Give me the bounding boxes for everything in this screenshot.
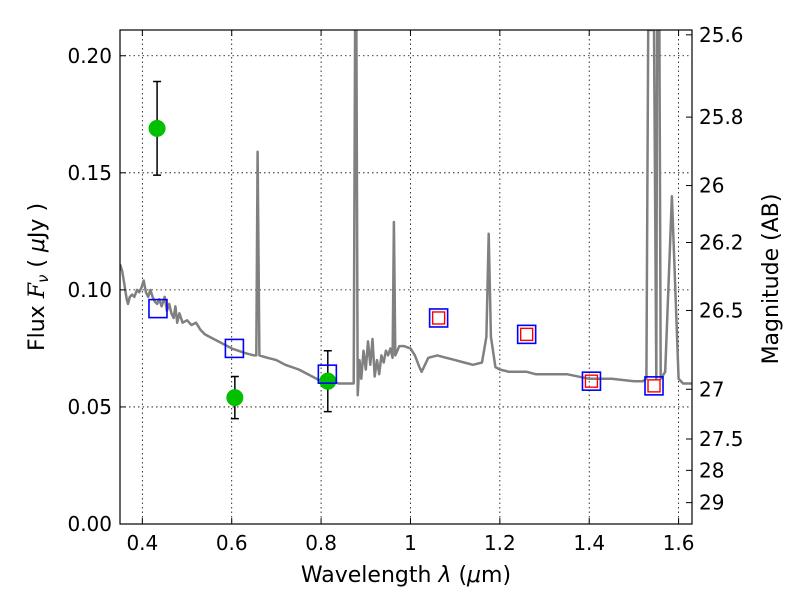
upper-limit-marker [647,379,661,393]
y-tick-label: 0.05 [67,395,112,419]
axes: 0.4 0.6 0.8 1 1.2 1.4 1.6 0.00 0.05 0.10 0.15 0.20 2… [67,23,743,555]
y2-tick-label: 26.2 [699,231,744,255]
y-tick-label: 0.00 [67,512,112,536]
data-area [120,30,692,420]
x-tick-label: 1.4 [573,531,605,555]
model-band-flux-marker [224,338,245,359]
y2-tick-label: 25.6 [699,23,744,47]
y-tick-label: 0.15 [67,161,112,185]
plot-frame [119,29,693,525]
y-tick-label: 0.20 [67,44,112,68]
y2-tick-label: 26 [699,174,724,198]
x-tick-label: 0.6 [216,531,248,555]
model-band-flux-marker [317,364,338,384]
y2-tick-label: 25.8 [699,105,744,129]
model-band-flux-marker [644,376,664,396]
y-tick-label: 0.10 [67,278,112,302]
x-tick-label: 0.4 [126,531,158,555]
y2-tick-label: 28 [699,458,724,482]
model-band-flux-marker [148,298,168,319]
upper-limit-marker [584,374,599,388]
x-tick-label: 1 [404,531,417,555]
y2-tick-label: 27 [699,377,724,401]
x-tick-label: 1.6 [663,531,695,555]
observed-flux-point [226,389,244,407]
x-axis-label: Wavelength λ (μm) [301,563,511,588]
upper-limit-marker [431,311,446,325]
y2-tick-label: 27.5 [699,427,744,451]
observed-flux-point [148,119,166,137]
grid [120,30,692,525]
y2-tick-label: 26.5 [699,298,744,322]
y2-tick-label: 29 [699,491,724,515]
x-tick-label: 1.2 [484,531,516,555]
observed-flux-point [319,372,337,390]
model-band-flux-marker [428,308,449,328]
y-axis-label: Flux Fν ( μJy ) [25,203,52,351]
y2-axis-label: Magnitude (AB) [759,194,784,365]
model-band-flux-marker [581,371,602,391]
model-spectrum-line [120,30,692,397]
upper-limit-marker [519,327,534,342]
x-tick-label: 0.8 [305,531,337,555]
model-band-flux-marker [516,324,537,345]
